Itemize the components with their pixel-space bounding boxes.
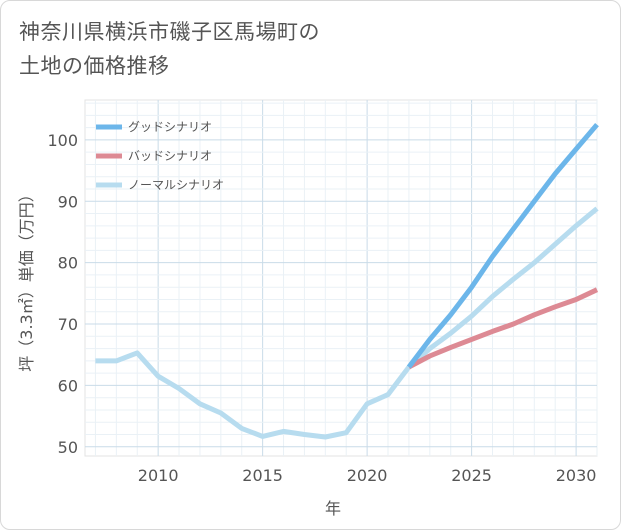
series-lines	[95, 122, 599, 440]
y-tick-label: 70	[58, 315, 78, 334]
chart-title-line-1: 神奈川県横浜市磯子区馬場町の	[19, 20, 320, 44]
x-tick-label: 2015	[242, 466, 283, 485]
x-tick-label: 2010	[138, 466, 179, 485]
legend-label: バッドシナリオ	[128, 149, 212, 163]
chart-title-line-2: 土地の価格推移	[19, 54, 170, 78]
y-tick-label: 60	[58, 376, 78, 395]
y-tick-label: 90	[58, 192, 78, 211]
series-line-0	[406, 122, 599, 369]
series-line-2	[95, 206, 599, 440]
tick-labels: 2010 2015 2020 2025 2030 50 60 70 80 90 100	[47, 131, 596, 485]
x-tick-label: 2020	[347, 466, 388, 485]
y-tick-label: 50	[58, 438, 78, 457]
y-tick-label: 100	[47, 131, 78, 150]
x-axis-label: 年	[325, 499, 341, 518]
x-tick-label: 2030	[556, 466, 597, 485]
y-tick-label: 80	[58, 254, 78, 273]
chart-title: 神奈川県横浜市磯子区馬場町の 土地の価格推移	[19, 15, 320, 83]
legend-label: グッドシナリオ	[128, 120, 212, 134]
x-tick-label: 2025	[451, 466, 492, 485]
y-axis-label: 坪（3.3㎡）単価（万円）	[17, 186, 36, 371]
series-line-1	[407, 287, 599, 370]
legend-label: ノーマルシナリオ	[128, 178, 224, 192]
